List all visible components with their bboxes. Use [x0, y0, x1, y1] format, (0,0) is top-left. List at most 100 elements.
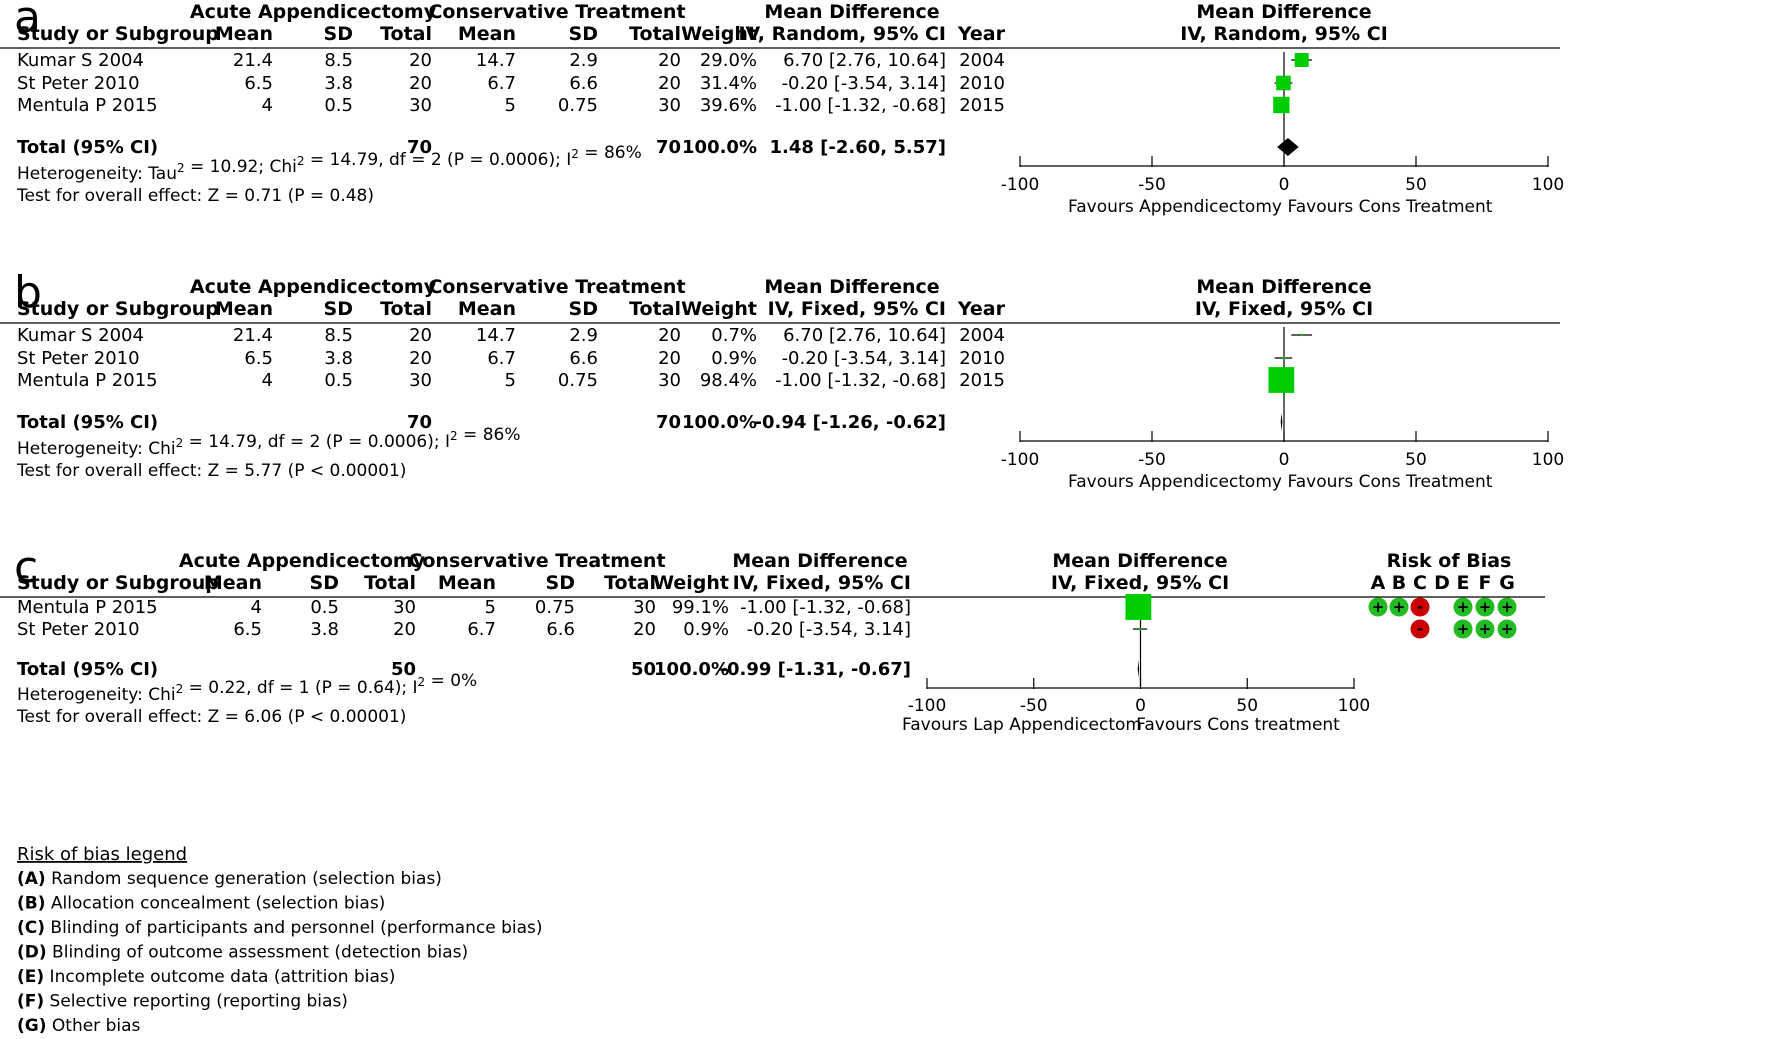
total-weight: 100.0%: [654, 659, 729, 680]
study-sd-exp: 8.5: [324, 50, 353, 71]
study-sd-exp: 3.8: [310, 619, 339, 640]
total-weight: 100.0%: [682, 412, 757, 433]
effect-header: Mean Difference: [764, 1, 939, 23]
study-effect-marker: [1273, 96, 1290, 114]
study-mean-exp: 4: [262, 95, 273, 116]
study-name: Mentula P 2015: [17, 597, 158, 618]
risk-of-bias-dot: [1475, 597, 1495, 617]
study-effect-marker: [1125, 594, 1152, 620]
legend-item-key: (A): [17, 869, 46, 889]
risk-of-bias-domain: A: [1371, 572, 1386, 594]
study-effect-marker: [1276, 75, 1291, 91]
study-effect-ci: 6.70 [2.76, 10.64]: [783, 325, 946, 346]
heterogeneity-text: Heterogeneity: Tau2 = 10.92; Chi2 = 14.7…: [17, 143, 642, 184]
legend-item: (D) Blinding of outcome assessment (dete…: [17, 943, 468, 963]
risk-of-bias-dot: [1410, 619, 1430, 639]
risk-of-bias-domain: B: [1392, 572, 1406, 594]
study-effect-ci: -0.20 [-3.54, 3.14]: [747, 619, 911, 640]
study-name: Kumar S 2004: [17, 325, 144, 346]
study-total-exp: 20: [409, 325, 432, 346]
column-header: SD: [324, 23, 353, 45]
favours-right-label: Favours Cons treatment: [1136, 715, 1340, 735]
heterogeneity-text: Heterogeneity: Chi2 = 14.79, df = 2 (P =…: [17, 425, 520, 459]
study-total-ctrl: 20: [633, 619, 656, 640]
group-header-control: Conservative Treatment: [428, 276, 685, 298]
study-mean-exp: 6.5: [244, 348, 273, 369]
column-header: Year: [957, 23, 1006, 45]
column-header: Total: [380, 298, 432, 320]
overall-effect-text: Test for overall effect: Z = 5.77 (P < 0…: [16, 461, 406, 481]
study-year: 2004: [959, 325, 1005, 346]
legend-item-text: Blinding of participants and personnel (…: [45, 918, 542, 938]
study-total-exp: 20: [409, 50, 432, 71]
column-header: Weight: [653, 572, 729, 594]
legend-item: (E) Incomplete outcome data (attrition b…: [17, 967, 395, 987]
column-header: SD: [324, 298, 353, 320]
study-total-ctrl: 30: [658, 95, 681, 116]
study-effect-ci: 6.70 [2.76, 10.64]: [783, 50, 946, 71]
summary-diamond: [1137, 660, 1140, 678]
total-effect-ci: -0.94 [-1.26, -0.62]: [755, 412, 946, 433]
favours-left-label: Favours Appendicectomy: [1068, 197, 1282, 217]
column-header: SD: [310, 572, 339, 594]
column-header: Study or Subgroup: [17, 298, 219, 320]
x-axis-tick-label: 0: [1135, 696, 1146, 716]
study-mean-exp: 6.5: [233, 619, 262, 640]
column-header: Total: [380, 23, 432, 45]
legend-item-text: Incomplete outcome data (attrition bias): [44, 967, 395, 987]
column-header: Total: [604, 572, 656, 594]
study-effect-ci: -1.00 [-1.32, -0.68]: [775, 370, 946, 391]
column-header: Mean: [204, 572, 262, 594]
risk-of-bias-symbol: +: [1479, 620, 1492, 638]
risk-of-bias-header: Risk of Bias: [1387, 550, 1512, 572]
study-total-ctrl: 30: [633, 597, 656, 618]
plot-header: Mean Difference: [1052, 550, 1227, 572]
total-label: Total (95% CI): [17, 659, 158, 680]
risk-of-bias-dot: [1453, 597, 1473, 617]
column-header: IV, Fixed, 95% CI: [733, 572, 911, 594]
favours-left-label: Favours Appendicectomy: [1068, 472, 1282, 492]
study-name: Mentula P 2015: [17, 95, 158, 116]
overall-effect-text: Test for overall effect: Z = 0.71 (P = 0…: [16, 186, 374, 206]
x-axis-tick-label: -100: [908, 696, 947, 716]
column-header: Weight: [681, 23, 757, 45]
x-axis-tick-label: -50: [1020, 696, 1048, 716]
study-total-ctrl: 20: [658, 348, 681, 369]
study-effect-ci: -0.20 [-3.54, 3.14]: [782, 348, 946, 369]
study-name: St Peter 2010: [17, 73, 140, 94]
group-header-control: Conservative Treatment: [408, 550, 665, 572]
legend-item: (G) Other bias: [17, 1016, 141, 1036]
study-total-exp: 30: [409, 370, 432, 391]
total-effect-ci: -0.99 [-1.31, -0.67]: [720, 659, 911, 680]
total-n-ctrl: 50: [631, 659, 656, 680]
study-year: 2015: [959, 95, 1005, 116]
study-mean-ctrl: 6.7: [487, 348, 516, 369]
effect-header: Mean Difference: [732, 550, 907, 572]
study-effect-marker: [1300, 333, 1303, 337]
total-n-exp: 70: [407, 412, 432, 433]
risk-of-bias-symbol: +: [1372, 598, 1385, 616]
study-sd-ctrl: 0.75: [535, 597, 575, 618]
plot-subheader: IV, Fixed, 95% CI: [1051, 572, 1229, 594]
study-total-exp: 20: [393, 619, 416, 640]
study-year: 2015: [959, 370, 1005, 391]
x-axis-tick-label: 50: [1236, 696, 1258, 716]
risk-of-bias-domain: G: [1499, 572, 1515, 594]
x-axis-tick-label: 0: [1279, 175, 1290, 195]
total-n-exp: 50: [391, 659, 416, 680]
risk-of-bias-symbol: +: [1457, 620, 1470, 638]
study-sd-ctrl: 6.6: [546, 619, 575, 640]
x-axis-tick-label: -50: [1138, 450, 1166, 470]
study-total-ctrl: 30: [658, 370, 681, 391]
summary-diamond: [1280, 413, 1283, 431]
study-effect-ci: -1.00 [-1.32, -0.68]: [775, 95, 946, 116]
favours-left-label: Favours Lap Appendicectom: [902, 715, 1142, 735]
x-axis-tick-label: -100: [1001, 175, 1040, 195]
panel-label: c: [14, 542, 38, 593]
study-mean-ctrl: 5: [505, 95, 516, 116]
study-weight: 0.9%: [711, 348, 757, 369]
group-header-experimental: Acute Appendicectomy: [190, 1, 437, 23]
x-axis-tick-label: 0: [1279, 450, 1290, 470]
plot-header: Mean Difference: [1196, 1, 1371, 23]
study-mean-exp: 4: [251, 597, 262, 618]
